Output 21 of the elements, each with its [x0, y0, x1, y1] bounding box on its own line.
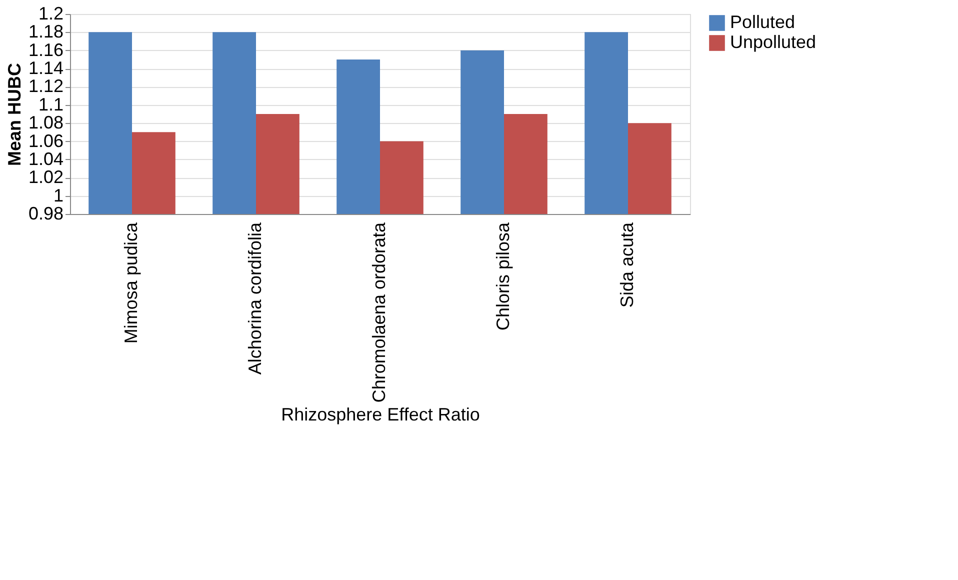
- x-tick-label: Alchorina cordifolia: [245, 222, 265, 375]
- y-tick-label: 1.12: [28, 76, 64, 96]
- x-tick-label: Sida acuta: [617, 222, 637, 308]
- y-tick-label: 1.08: [28, 112, 64, 133]
- y-tick-label: 1.16: [28, 40, 64, 60]
- legend-label: Polluted: [730, 12, 796, 32]
- legend-label: Unpolluted: [730, 32, 816, 52]
- y-tick-label: 1: [53, 185, 64, 206]
- y-tick-label: 1.18: [28, 22, 64, 42]
- x-tick-label: Mimosa pudica: [121, 222, 141, 344]
- x-axis-title: Rhizosphere Effect Ratio: [281, 404, 480, 425]
- y-axis-title: Mean HUBC: [4, 62, 24, 166]
- y-tick-label: 1.06: [28, 130, 64, 151]
- y-tick-label: 0.98: [28, 204, 64, 224]
- y-tick-label: 1.04: [28, 148, 64, 169]
- x-tick-label: Chromolaena ordorata: [369, 222, 389, 403]
- y-tick-label: 1.2: [38, 4, 64, 24]
- y-tick-label: 1.1: [38, 94, 64, 114]
- y-tick-label: 1.14: [28, 58, 64, 78]
- x-tick-label: Chloris pilosa: [493, 222, 513, 331]
- y-tick-label: 1.02: [28, 167, 64, 188]
